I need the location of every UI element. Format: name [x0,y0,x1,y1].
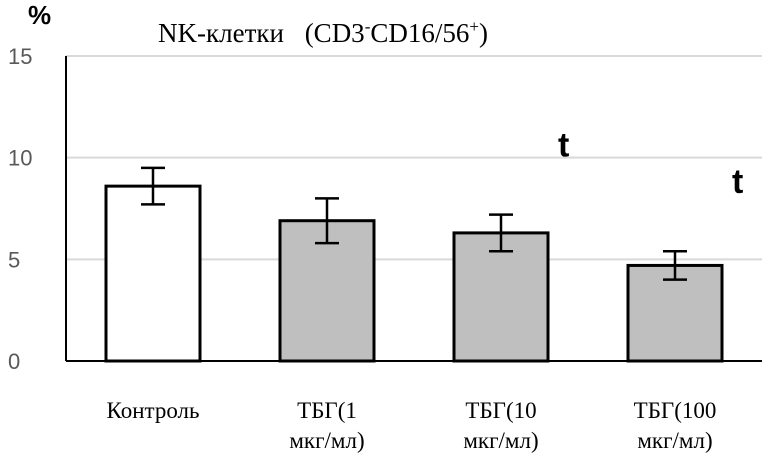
category-label: Контроль [107,398,200,423]
y-tick-label: 15 [8,44,32,69]
chart-title-sup1: - [365,17,371,36]
bar [626,263,724,363]
category-label: мкг/мл) [463,428,538,453]
category-labels: Контроль ТБГ(1 мкг/мл) ТБГ(10 мкг/мл) ТБГ(100… [107,398,717,453]
category-label: ТБГ(1 [297,398,357,423]
chart-title: NK-клетки (CD3-CD16/56+) [158,17,488,48]
chart-title-mid: CD16/56 [370,18,469,48]
y-axis-ticks: 0 5 10 15 [8,44,32,374]
chart-title-main: NK-клетки [158,18,284,48]
chart-title-sup2: + [469,17,479,36]
bar [452,231,550,363]
y-unit-label: % [28,0,51,30]
y-tick-label: 10 [8,146,32,171]
category-label: мкг/мл) [289,428,364,453]
category-label: ТБГ(10 [465,398,536,423]
y-tick-label: 0 [8,349,20,374]
bars: tt [104,127,743,363]
significance-marker: t [558,127,569,165]
bar [104,184,202,363]
chart-title-open: (CD3 [305,18,365,48]
category-label: ТБГ(100 [634,398,717,423]
chart-title-close: ) [479,18,488,48]
significance-marker: t [732,163,743,201]
category-label: мкг/мл) [637,428,712,453]
y-tick-label: 5 [8,247,20,272]
